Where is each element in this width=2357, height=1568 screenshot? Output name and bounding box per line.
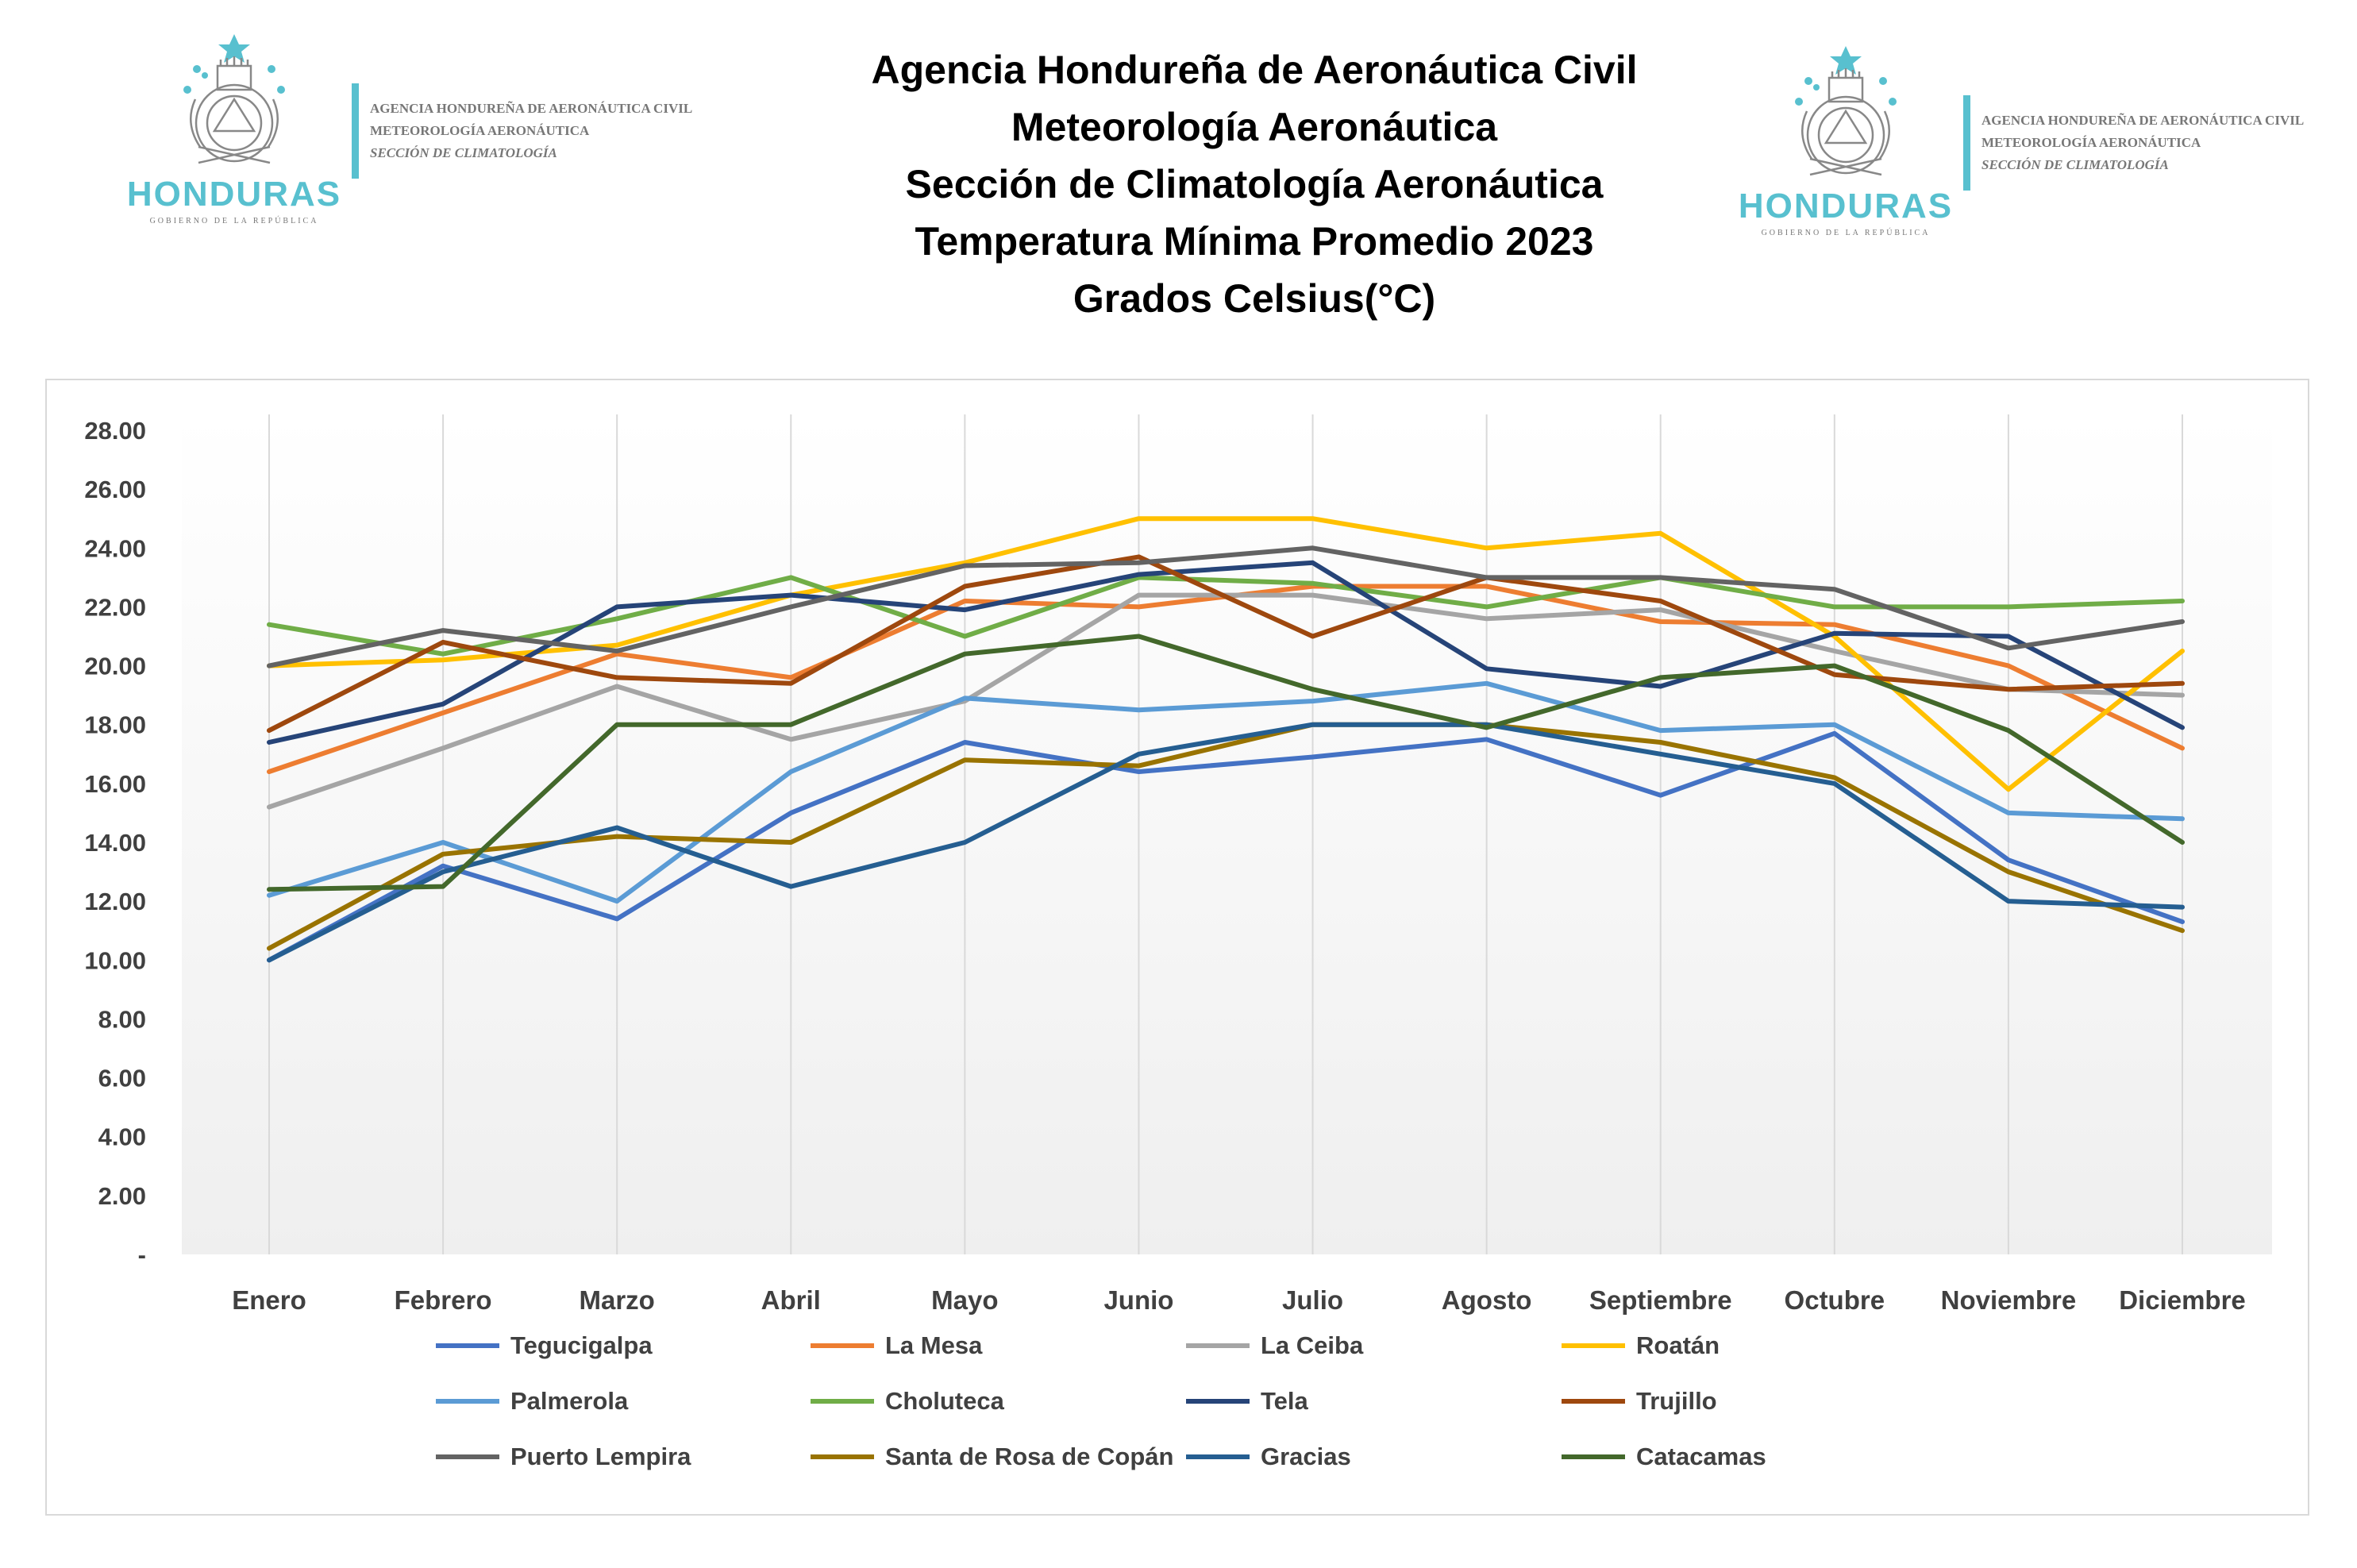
legend-swatch <box>1186 1454 1250 1459</box>
x-tick-label: Junio <box>1103 1285 1173 1315</box>
legend-label: La Ceiba <box>1261 1331 1364 1359</box>
series-line-gracias <box>267 722 2185 963</box>
honduras-wordmark: HONDURAS <box>1738 187 1954 225</box>
gobierno-wordmark: GOBIERNO DE LA REPÚBLICA <box>149 217 319 225</box>
legend-label: Puerto Lempira <box>510 1443 691 1470</box>
legend-label: Trujillo <box>1636 1387 1717 1415</box>
chart-area: - 2.00 4.00 6.00 8.00 10.00 12.00 14.00 16.00 18.… <box>45 379 2309 1516</box>
x-tick-label: Noviembre <box>1941 1285 2077 1315</box>
series-line-catacamas <box>267 634 2185 892</box>
x-tick-label: Octubre <box>1785 1285 1885 1315</box>
legend-item: Santa de Rosa de Copán <box>811 1443 1173 1471</box>
title-line-1: Agencia Hondureña de Aeronáutica Civil <box>871 48 1638 92</box>
legend-swatch <box>436 1343 499 1348</box>
legend-swatch <box>436 1454 499 1459</box>
legend-item: Palmerola <box>436 1387 628 1416</box>
logo-accent-bar <box>352 83 359 179</box>
agency-line-1: AGENCIA HONDUREÑA DE AERONÁUTICA CIVIL <box>1981 113 2305 128</box>
legend-swatch <box>1562 1399 1625 1404</box>
legend-item: Roatán <box>1562 1331 1720 1360</box>
x-tick-label: Diciembre <box>2119 1285 2246 1315</box>
x-tick-label: Mayo <box>931 1285 998 1315</box>
legend-swatch <box>811 1399 874 1404</box>
y-tick-label: - <box>138 1241 146 1269</box>
legend-item: Tela <box>1186 1387 1308 1416</box>
y-tick-label: 4.00 <box>98 1123 146 1151</box>
legend-swatch <box>1562 1454 1625 1459</box>
title-line-4: Temperatura Mínima Promedio 2023 <box>915 219 1594 264</box>
y-tick-label: 6.00 <box>98 1065 146 1092</box>
legend-label: La Mesa <box>885 1331 983 1359</box>
chart-title-block: Agencia Hondureña de Aeronáutica Civil M… <box>699 41 1810 327</box>
y-tick-label: 18.00 <box>84 711 146 739</box>
agency-line-2: METEOROLOGÍA AERONÁUTICA <box>370 123 590 138</box>
y-tick-label: 8.00 <box>98 1005 146 1033</box>
legend-item: Tegucigalpa <box>436 1331 653 1360</box>
legend-swatch <box>1186 1343 1250 1348</box>
agency-line-3: SECCIÓN DE CLIMATOLOGÍA <box>1981 157 2169 172</box>
legend-swatch <box>1562 1343 1625 1348</box>
logo-accent-bar <box>1963 95 1970 191</box>
x-tick-label: Septiembre <box>1589 1285 1732 1315</box>
series-line-santa-de-rosa-de-cop-n <box>267 722 2185 951</box>
legend-item: Gracias <box>1186 1443 1351 1471</box>
y-tick-label: 14.00 <box>84 829 146 857</box>
legend-swatch <box>1186 1399 1250 1404</box>
agency-line-1: AGENCIA HONDUREÑA DE AERONÁUTICA CIVIL <box>370 101 693 116</box>
series-line-tegucigalpa <box>267 730 2185 963</box>
legend-label: Tegucigalpa <box>510 1331 653 1359</box>
logo-left: HONDURAS GOBIERNO DE LA REPÚBLICA AGENCI… <box>119 20 754 258</box>
legend-label: Roatán <box>1636 1331 1720 1359</box>
x-tick-label: Enero <box>232 1285 306 1315</box>
y-tick-label: 16.00 <box>84 770 146 798</box>
legend-label: Gracias <box>1261 1443 1351 1470</box>
line-chart: - 2.00 4.00 6.00 8.00 10.00 12.00 14.00 16.00 18.… <box>84 414 2272 1315</box>
legend-swatch <box>436 1399 499 1404</box>
legend-item: La Mesa <box>811 1331 982 1360</box>
legend-label: Choluteca <box>885 1387 1004 1415</box>
series-line-tela <box>267 560 2185 745</box>
x-tick-label: Abril <box>761 1285 821 1315</box>
y-tick-label: 2.00 <box>98 1182 146 1210</box>
logo-right: HONDURAS GOBIERNO DE LA REPÚBLICA AGENCI… <box>1731 32 2357 270</box>
coat-of-arms-icon <box>1795 46 1897 176</box>
gobierno-wordmark: GOBIERNO DE LA REPÚBLICA <box>1761 229 1931 237</box>
y-tick-label: 24.00 <box>84 534 146 562</box>
x-tick-label: Marzo <box>580 1285 655 1315</box>
legend-item: Catacamas <box>1562 1443 1766 1471</box>
honduras-wordmark: HONDURAS <box>126 175 342 214</box>
legend-swatch <box>811 1454 874 1459</box>
title-line-5: Grados Celsius(°C) <box>1073 276 1436 321</box>
coat-of-arms-icon <box>183 34 285 164</box>
agency-line-3: SECCIÓN DE CLIMATOLOGÍA <box>370 145 557 160</box>
y-tick-label: 22.00 <box>84 593 146 621</box>
legend-label: Catacamas <box>1636 1443 1766 1470</box>
y-tick-label: 20.00 <box>84 653 146 680</box>
series-line-palmerola <box>267 680 2185 904</box>
series-line-puerto-lempira <box>267 545 2185 668</box>
legend-item: Puerto Lempira <box>436 1443 691 1471</box>
y-tick-label: 26.00 <box>84 476 146 503</box>
agency-text: AGENCIA HONDUREÑA DE AERONÁUTICA CIVIL M… <box>370 98 692 164</box>
plot-background <box>182 414 2272 1254</box>
legend-item: La Ceiba <box>1186 1331 1363 1360</box>
legend-swatch <box>811 1343 874 1348</box>
legend-label: Tela <box>1261 1387 1308 1415</box>
agency-text: AGENCIA HONDUREÑA DE AERONÁUTICA CIVIL M… <box>1981 110 2304 176</box>
agency-line-2: METEOROLOGÍA AERONÁUTICA <box>1981 135 2201 150</box>
legend-label: Palmerola <box>510 1387 629 1415</box>
y-tick-label: 12.00 <box>84 888 146 915</box>
x-tick-label: Julio <box>1282 1285 1343 1315</box>
x-tick-label: Febrero <box>395 1285 492 1315</box>
title-line-2: Meteorología Aeronáutica <box>1011 105 1498 149</box>
y-tick-label: 28.00 <box>84 417 146 445</box>
y-tick-label: 10.00 <box>84 946 146 974</box>
legend-item: Trujillo <box>1562 1387 1717 1416</box>
title-line-3: Sección de Climatología Aeronáutica <box>905 162 1604 206</box>
legend-item: Choluteca <box>811 1387 1004 1416</box>
x-tick-label: Agosto <box>1442 1285 1532 1315</box>
legend-label: Santa de Rosa de Copán <box>885 1443 1174 1470</box>
